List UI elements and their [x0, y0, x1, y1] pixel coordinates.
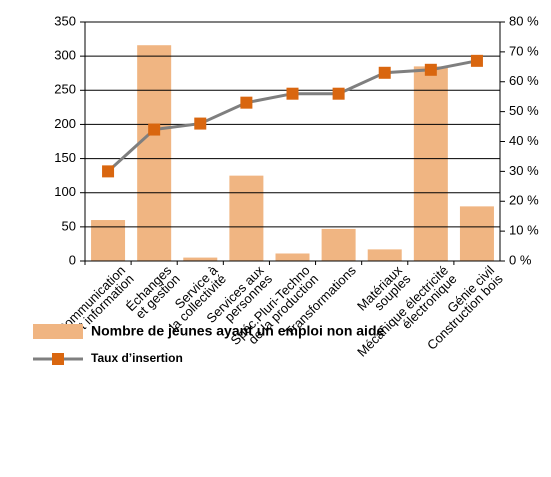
bar [367, 249, 402, 261]
y2-tick-label: 50 % [509, 103, 539, 118]
bar [183, 257, 218, 261]
plot-frame [84, 21, 501, 262]
y2-tick-label: 60 % [509, 73, 539, 88]
bar [459, 206, 494, 261]
bar [91, 220, 126, 261]
y-tick-label: 150 [54, 150, 76, 165]
legend-swatch [52, 353, 64, 365]
line-marker [286, 87, 299, 100]
bar [229, 175, 264, 261]
y-tick-label: 0 [69, 252, 76, 267]
line-marker [102, 165, 115, 178]
y2-tick-label: 80 % [509, 13, 539, 28]
y-tick-label: 200 [54, 116, 76, 131]
legend-label: Nombre de jeunes ayant un emploi non aid… [91, 323, 384, 339]
legend-swatch [33, 324, 83, 339]
y2-tick-label: 30 % [509, 163, 539, 178]
line-marker [148, 123, 161, 136]
line-marker [424, 63, 437, 76]
line-marker [378, 66, 391, 79]
bar [413, 66, 448, 261]
line-marker [332, 87, 345, 100]
y-tick-label: 50 [62, 218, 76, 233]
line-marker [470, 54, 483, 67]
bar [321, 228, 356, 261]
bar [137, 45, 172, 261]
y-tick-label: 250 [54, 82, 76, 97]
y2-tick-label: 70 % [509, 43, 539, 58]
bar [275, 253, 310, 261]
y2-tick-label: 0 % [509, 252, 532, 267]
line-marker [240, 96, 253, 109]
legend-label: Taux d’insertion [91, 351, 183, 365]
line-marker [194, 117, 207, 130]
y2-tick-label: 10 % [509, 223, 539, 238]
y2-tick-label: 20 % [509, 193, 539, 208]
x-tick-label: Échangeset gestion [123, 263, 183, 323]
y-tick-label: 100 [54, 184, 76, 199]
y-tick-label: 300 [54, 48, 76, 63]
y2-tick-label: 40 % [509, 133, 539, 148]
y-tick-label: 350 [54, 13, 76, 28]
